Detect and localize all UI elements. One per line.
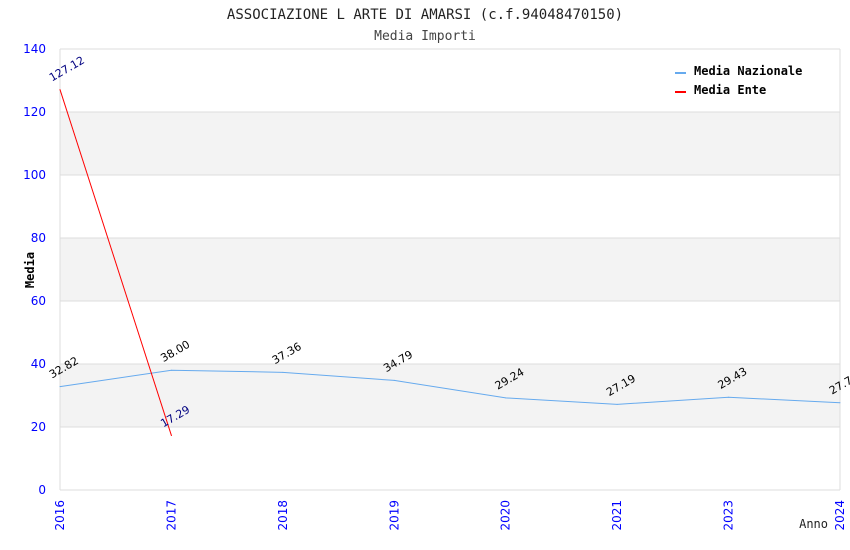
legend-entry: Media Ente: [694, 83, 766, 97]
data-point: [59, 386, 61, 388]
y-tick-label: 100: [23, 168, 46, 182]
x-tick-label: 2018: [276, 500, 290, 531]
grid-band: [60, 364, 840, 427]
x-tick-label: 2020: [499, 500, 513, 531]
data-point: [728, 396, 730, 398]
y-tick-label: 120: [23, 105, 46, 119]
data-label: 37.36: [270, 340, 304, 367]
data-point: [170, 369, 172, 371]
legend-swatch: [675, 91, 686, 93]
y-tick-label: 40: [31, 357, 46, 371]
grid-band: [60, 238, 840, 301]
chart-title: ASSOCIAZIONE L ARTE DI AMARSI (c.f.94048…: [227, 7, 623, 23]
legend-swatch: [675, 72, 686, 74]
chart-subtitle: Media Importi: [374, 29, 476, 44]
data-point: [839, 402, 841, 404]
data-point: [282, 371, 284, 373]
y-tick-label: 0: [38, 483, 46, 497]
x-tick-label: 2016: [53, 500, 67, 531]
data-point: [170, 435, 172, 437]
data-point: [59, 89, 61, 91]
data-label: 127.12: [47, 54, 87, 85]
series-line: [59, 369, 841, 405]
y-tick-label: 140: [23, 42, 46, 56]
data-point: [616, 403, 618, 405]
x-tick-label: 2021: [610, 500, 624, 531]
y-axis-label: Media: [23, 252, 37, 288]
y-tick-label: 20: [31, 420, 46, 434]
series-line: [59, 89, 172, 436]
data-label: 38.00: [158, 338, 192, 365]
x-tick-label: 2023: [722, 500, 736, 531]
legend-entry: Media Nazionale: [694, 64, 802, 78]
x-tick-label: 2024: [833, 500, 847, 531]
data-point: [393, 379, 395, 381]
x-axis-label: Anno: [799, 517, 828, 531]
x-tick-label: 2019: [387, 500, 401, 531]
y-tick-label: 80: [31, 231, 46, 245]
data-point: [505, 397, 507, 399]
x-tick-label: 2017: [164, 500, 178, 531]
grid-band: [60, 112, 840, 175]
y-tick-label: 60: [31, 294, 46, 308]
